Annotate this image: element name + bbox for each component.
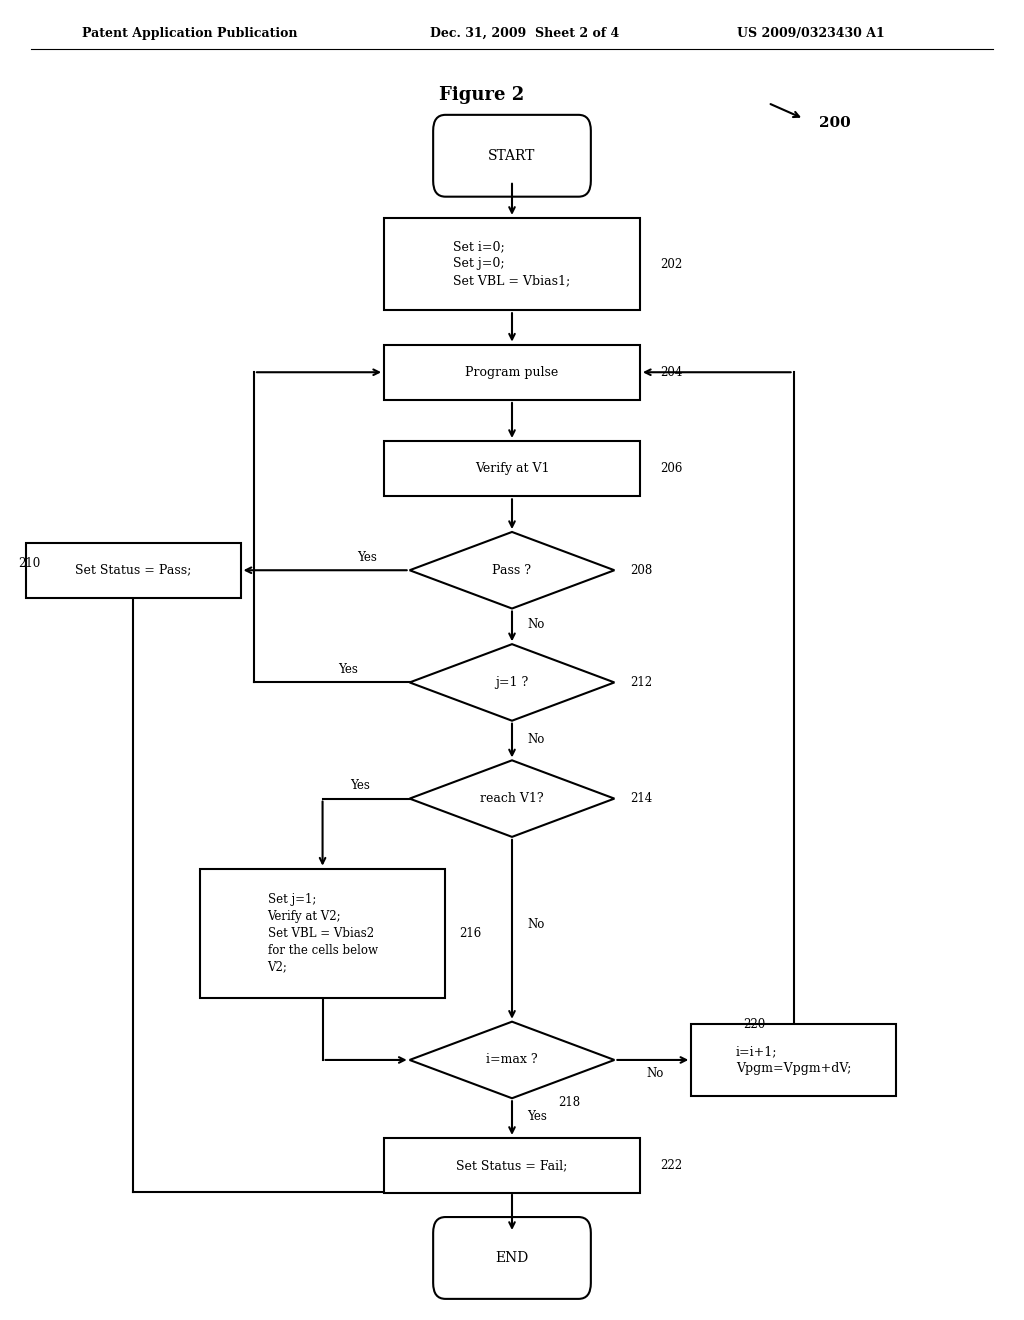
- Text: 218: 218: [558, 1096, 581, 1109]
- Text: 204: 204: [660, 366, 683, 379]
- Text: No: No: [527, 917, 545, 931]
- Text: reach V1?: reach V1?: [480, 792, 544, 805]
- Text: Program pulse: Program pulse: [465, 366, 559, 379]
- Text: j=1 ?: j=1 ?: [496, 676, 528, 689]
- Text: Yes: Yes: [350, 779, 371, 792]
- Text: 200: 200: [818, 116, 851, 129]
- Polygon shape: [410, 760, 614, 837]
- FancyBboxPatch shape: [691, 1024, 896, 1096]
- FancyBboxPatch shape: [200, 869, 445, 998]
- Text: 206: 206: [660, 462, 683, 475]
- Text: Verify at V1: Verify at V1: [475, 462, 549, 475]
- Text: 220: 220: [743, 1018, 766, 1031]
- Polygon shape: [410, 1022, 614, 1098]
- Text: i=max ?: i=max ?: [486, 1053, 538, 1067]
- FancyBboxPatch shape: [384, 345, 640, 400]
- Text: Patent Application Publication: Patent Application Publication: [82, 26, 297, 40]
- FancyBboxPatch shape: [384, 218, 640, 310]
- Text: Dec. 31, 2009  Sheet 2 of 4: Dec. 31, 2009 Sheet 2 of 4: [430, 26, 620, 40]
- FancyBboxPatch shape: [433, 1217, 591, 1299]
- Text: No: No: [527, 618, 545, 631]
- Text: Yes: Yes: [356, 550, 377, 564]
- FancyBboxPatch shape: [26, 543, 241, 598]
- Text: 214: 214: [630, 792, 652, 805]
- Polygon shape: [410, 532, 614, 609]
- Text: Figure 2: Figure 2: [438, 86, 524, 104]
- Polygon shape: [410, 644, 614, 721]
- Text: No: No: [527, 733, 545, 746]
- Text: START: START: [488, 149, 536, 162]
- FancyBboxPatch shape: [433, 115, 591, 197]
- Text: Set Status = Fail;: Set Status = Fail;: [457, 1159, 567, 1172]
- Text: 222: 222: [660, 1159, 683, 1172]
- Text: No: No: [647, 1067, 664, 1080]
- Text: 208: 208: [630, 564, 652, 577]
- Text: END: END: [496, 1251, 528, 1265]
- FancyBboxPatch shape: [384, 1138, 640, 1193]
- Text: Set i=0;
Set j=0;
Set VBL = Vbias1;: Set i=0; Set j=0; Set VBL = Vbias1;: [454, 240, 570, 288]
- Text: US 2009/0323430 A1: US 2009/0323430 A1: [737, 26, 885, 40]
- Text: Yes: Yes: [338, 663, 358, 676]
- Text: Yes: Yes: [527, 1110, 547, 1123]
- Text: 216: 216: [459, 927, 481, 940]
- Text: 202: 202: [660, 257, 683, 271]
- Text: Set j=1;
Verify at V2;
Set VBL = Vbias2
for the cells below
V2;: Set j=1; Verify at V2; Set VBL = Vbias2 …: [267, 892, 378, 974]
- Text: 210: 210: [18, 557, 41, 570]
- Text: i=i+1;
Vpgm=Vpgm+dV;: i=i+1; Vpgm=Vpgm+dV;: [736, 1045, 851, 1074]
- Text: Set Status = Pass;: Set Status = Pass;: [75, 564, 191, 577]
- Text: 212: 212: [630, 676, 652, 689]
- Text: Pass ?: Pass ?: [493, 564, 531, 577]
- FancyBboxPatch shape: [384, 441, 640, 496]
